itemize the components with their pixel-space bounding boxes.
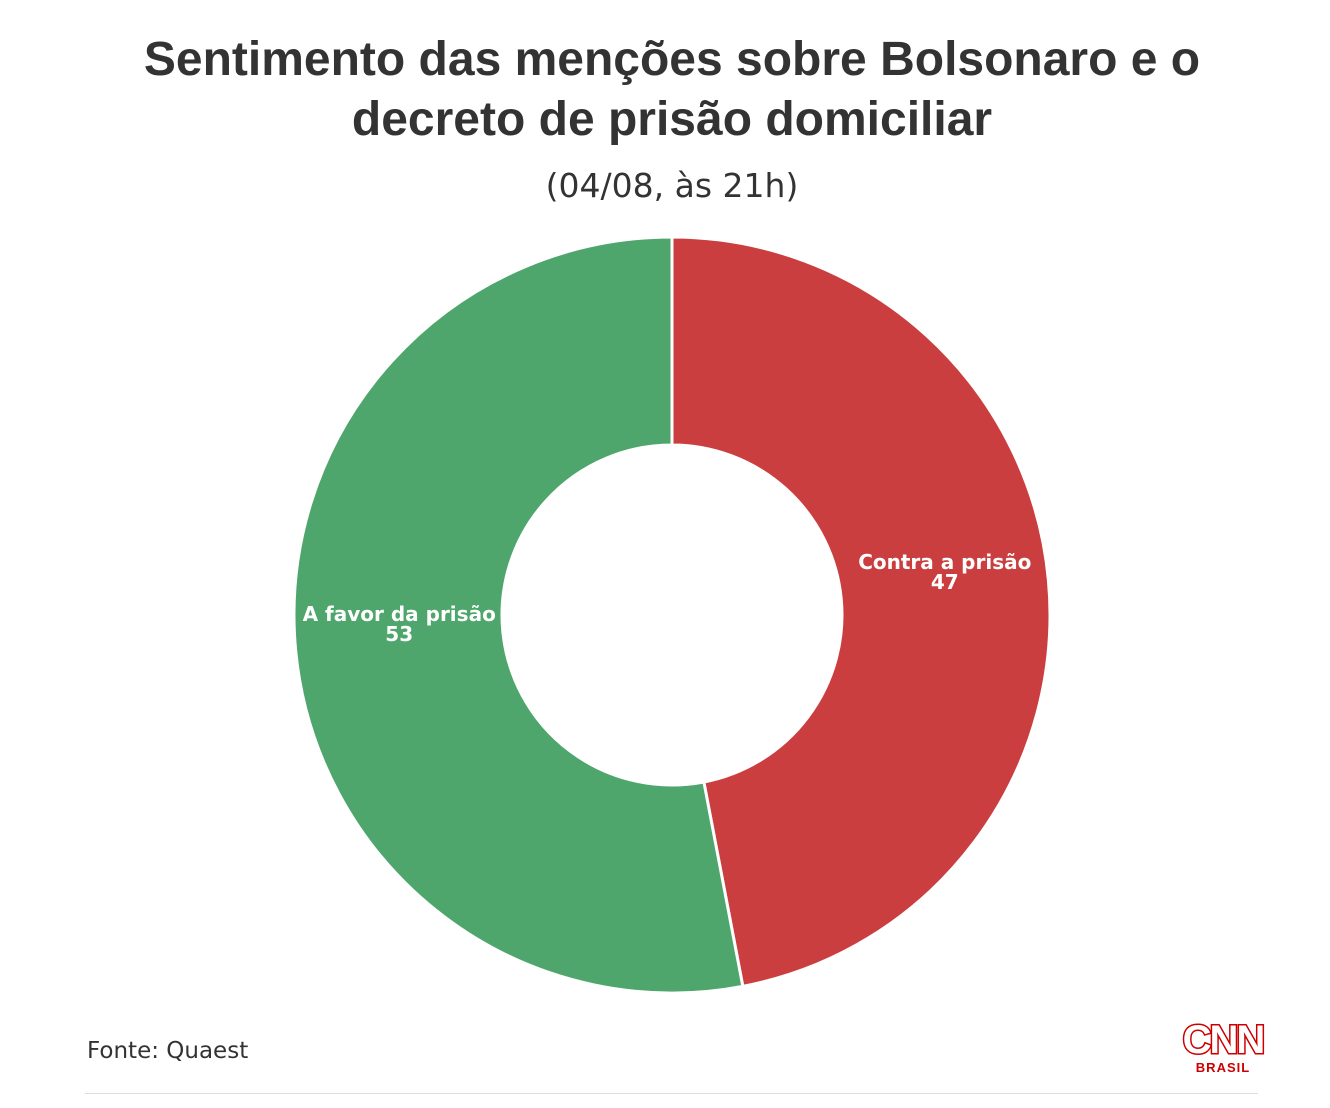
logo-word: CNN	[1181, 1018, 1267, 1062]
chart-subtitle: (04/08, às 21h)	[545, 166, 799, 205]
slice-label-value: 47	[931, 570, 959, 594]
footer-divider	[85, 1093, 1258, 1094]
source-note: Fonte: Quaest	[87, 1038, 249, 1064]
slice-a-favor	[292, 235, 745, 995]
chart-title: Sentimento das menções sobre Bolsonaro e…	[143, 33, 1201, 146]
slice-label-category: A favor da prisão	[303, 602, 496, 626]
slice-label-category: Contra a prisão	[858, 550, 1031, 574]
slice-contra	[670, 235, 1052, 988]
slice-label-value: 53	[385, 622, 413, 646]
logo-sub: BRASIL	[1195, 1060, 1251, 1075]
cnn-brasil-logo: CNN BRASIL	[1178, 1018, 1268, 1076]
